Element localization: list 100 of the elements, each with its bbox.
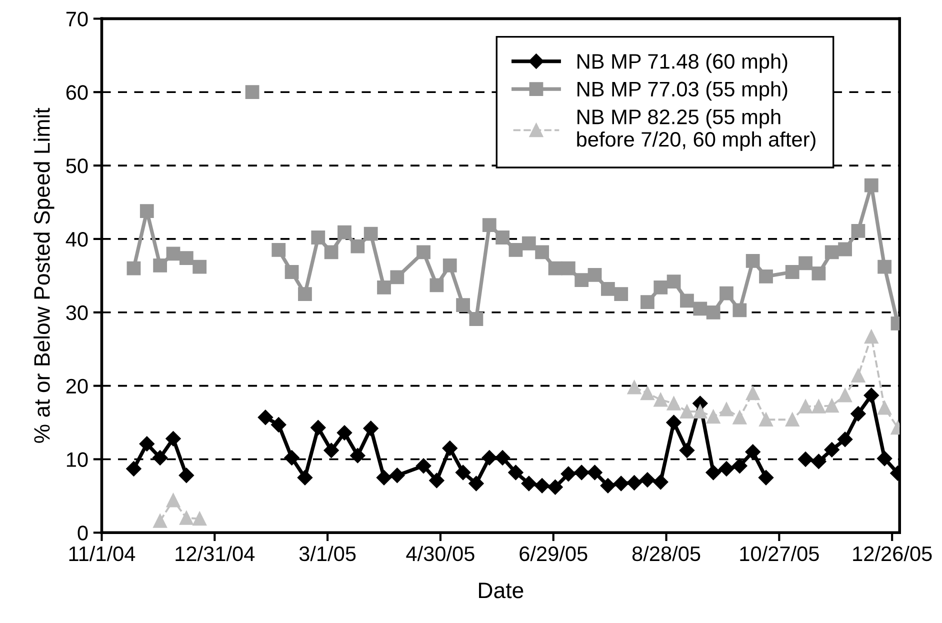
point <box>153 258 168 272</box>
point <box>153 514 168 528</box>
point <box>693 404 708 418</box>
point <box>535 245 550 260</box>
point <box>680 404 694 418</box>
legend-label: NB MP 77.03 (55 mph) <box>578 81 788 101</box>
x-tick-label: 10/27/05 <box>740 546 819 562</box>
point <box>508 243 523 257</box>
point <box>496 230 510 244</box>
point <box>574 464 590 480</box>
point <box>718 461 734 476</box>
point <box>614 476 629 492</box>
point <box>494 450 510 466</box>
point <box>376 470 392 486</box>
y-axis-title: % at or Below Posted Speed Limit <box>34 108 54 443</box>
point <box>482 450 497 466</box>
point <box>298 287 312 301</box>
point <box>746 386 760 400</box>
point <box>614 287 628 301</box>
legend-label: NB MP 71.48 (60 mph) <box>578 53 788 73</box>
point <box>336 425 352 440</box>
point <box>851 224 866 238</box>
point <box>482 218 496 232</box>
point <box>720 402 734 416</box>
point <box>824 398 839 413</box>
point <box>732 303 747 318</box>
point <box>812 399 826 414</box>
point <box>838 388 852 402</box>
point <box>850 406 866 422</box>
point <box>653 474 668 490</box>
y-tick-label: 0 <box>78 526 88 540</box>
x-axis-title: Date <box>479 582 524 598</box>
point <box>363 420 378 436</box>
point <box>640 386 654 400</box>
point <box>745 444 760 460</box>
point <box>139 436 154 452</box>
point <box>126 261 141 276</box>
point <box>680 294 694 308</box>
point <box>785 412 800 427</box>
point <box>824 442 840 458</box>
point <box>534 478 550 494</box>
point <box>166 431 181 446</box>
point <box>654 280 668 294</box>
point <box>876 450 892 466</box>
point <box>574 273 589 288</box>
point <box>178 468 194 483</box>
point <box>192 260 207 274</box>
point <box>324 442 339 458</box>
point <box>390 270 404 284</box>
point <box>416 458 432 474</box>
point <box>746 254 760 268</box>
point <box>666 414 682 430</box>
point <box>560 466 576 482</box>
point <box>837 432 853 447</box>
point <box>626 475 642 490</box>
point <box>798 256 812 270</box>
point <box>442 258 457 272</box>
point <box>758 470 774 486</box>
point <box>824 245 839 260</box>
point <box>600 478 616 494</box>
point <box>706 305 720 320</box>
point <box>324 245 338 260</box>
y-tick-label: 40 <box>66 232 88 247</box>
point <box>666 396 681 410</box>
point <box>588 268 602 282</box>
point <box>166 493 180 508</box>
point <box>732 410 747 424</box>
point <box>126 461 142 476</box>
point <box>469 312 484 326</box>
x-tick-label: 11/1/04 <box>69 546 136 562</box>
point <box>179 251 194 265</box>
point <box>878 400 892 415</box>
y-tick-label: 20 <box>66 378 88 394</box>
point <box>508 464 524 480</box>
point <box>548 480 563 495</box>
point <box>390 468 405 483</box>
point <box>442 440 458 456</box>
point <box>416 245 430 260</box>
point <box>666 274 681 288</box>
point <box>152 450 168 466</box>
point <box>468 476 484 492</box>
point <box>548 261 562 276</box>
point <box>785 265 800 279</box>
point <box>627 380 642 394</box>
y-tick-label: 50 <box>66 158 88 174</box>
point <box>851 368 866 382</box>
point <box>310 420 326 436</box>
point <box>364 226 378 241</box>
point <box>693 302 708 316</box>
point <box>429 472 444 488</box>
x-tick-label: 6/29/05 <box>520 546 588 562</box>
point <box>455 464 471 480</box>
point <box>838 242 852 256</box>
point <box>864 178 878 192</box>
point <box>166 246 180 261</box>
point <box>284 265 299 279</box>
point <box>732 458 748 474</box>
point <box>706 464 721 480</box>
point <box>456 298 470 312</box>
point <box>600 282 615 296</box>
